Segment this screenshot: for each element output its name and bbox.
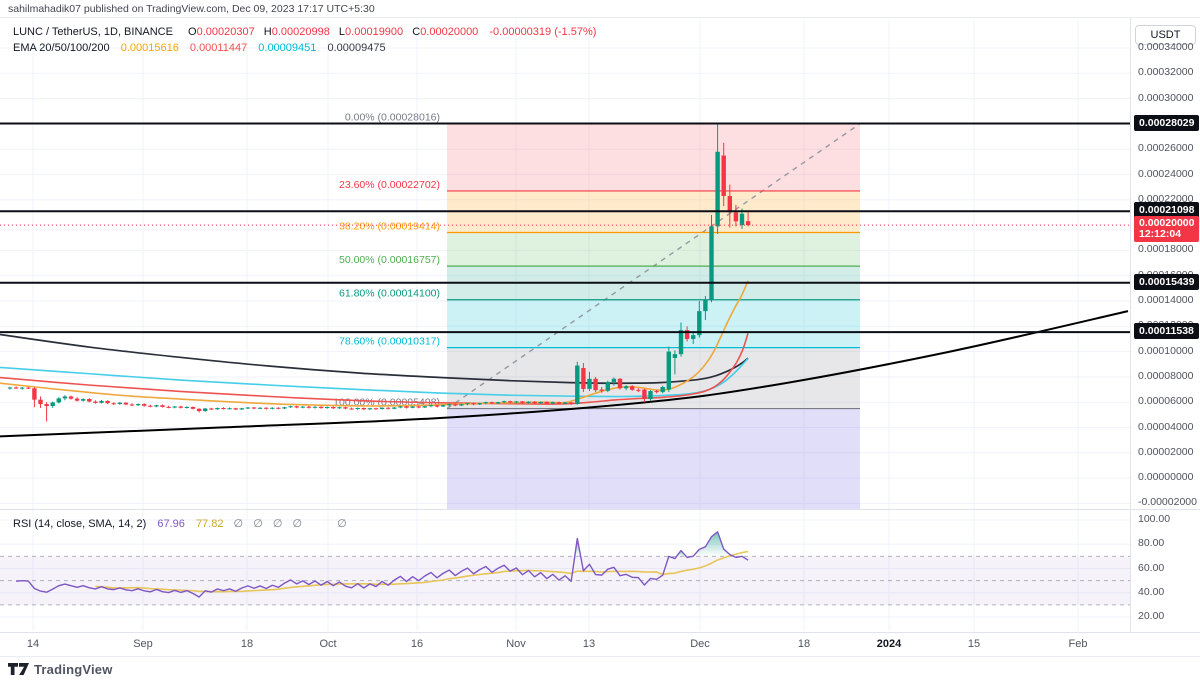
price-tick-label: 0.00004000	[1138, 420, 1194, 433]
time-tick-label: 18	[240, 638, 254, 650]
high-label: H	[263, 26, 272, 38]
svg-text:61.80% (0.00014100): 61.80% (0.00014100)	[339, 288, 440, 300]
price-tick-label: 0.00008000	[1138, 369, 1194, 382]
svg-text:78.60% (0.00010317): 78.60% (0.00010317)	[339, 336, 440, 348]
ema-legend-row[interactable]: EMA 20/50/100/200 0.00015616 0.00011447 …	[13, 42, 386, 54]
low-value: 0.00019900	[345, 26, 404, 38]
price-tick-label: -0.00002000	[1138, 496, 1197, 509]
rsi-indicator-title[interactable]: RSI (14, close, SMA, 14, 2)	[13, 518, 147, 530]
open-label: O	[188, 26, 197, 38]
time-tick-label: 16	[410, 638, 424, 650]
rsi-legend-row[interactable]: RSI (14, close, SMA, 14, 2) 67.96 77.82 …	[13, 517, 347, 530]
empty-value-icon: ∅	[253, 518, 263, 530]
footer-bar: TradingView	[0, 656, 1200, 681]
price-tick-label: 0.00034000	[1138, 41, 1194, 53]
rsi-tick-label: 60.00	[1138, 561, 1165, 574]
price-level-label: 0.00011538	[1134, 323, 1199, 340]
ema200-value: 0.00009475	[327, 42, 386, 54]
price-tick-label: 0.00030000	[1138, 91, 1194, 104]
price-level-label: 0.00015439	[1134, 273, 1200, 290]
rsi-tick-label: 20.00	[1138, 610, 1165, 622]
rsi-tick-label: 40.00	[1138, 585, 1165, 598]
rsi-sma-value: 77.82	[195, 518, 224, 530]
publish-attribution-text: sahilmahadik07 published on TradingView.…	[8, 3, 375, 15]
chart-canvas[interactable]: 0.00% (0.00028016) 23.60% (0.00022702) 38.…	[0, 18, 1130, 632]
svg-text:50.00% (0.00016757): 50.00% (0.00016757)	[339, 254, 440, 266]
time-tick-label: Nov	[506, 638, 526, 650]
price-level-label: 0.00028029	[1134, 114, 1200, 131]
price-tick-label: 0.00000000	[1138, 471, 1194, 484]
price-axis[interactable]: USDT 0.00034000 0.00032000 0.00030000 0.000…	[1130, 18, 1200, 632]
symbol-legend-row[interactable]: LUNC / TetherUS, 1D, BINANCE O0.00020307…	[13, 26, 596, 38]
price-tick-label: 0.00014000	[1138, 294, 1194, 306]
ema-indicator-title[interactable]: EMA 20/50/100/200	[13, 42, 110, 54]
rsi-tick-label: 80.00	[1138, 537, 1165, 550]
tradingview-logo-icon	[8, 663, 29, 675]
time-tick-label: Dec	[690, 638, 710, 650]
svg-text:0.00% (0.00028016): 0.00% (0.00028016)	[345, 112, 440, 124]
time-tick-label: 13	[582, 638, 596, 650]
high-value: 0.00020998	[271, 26, 330, 38]
price-tick-label: 0.00024000	[1138, 167, 1194, 180]
time-tick-label: 15	[967, 638, 981, 650]
time-tick-label: 14	[26, 638, 40, 650]
change-value: -0.00000319 (-1.57%)	[489, 26, 597, 38]
price-tick-label: 0.00010000	[1138, 344, 1194, 357]
price-level-label: 0.00021098	[1134, 202, 1200, 219]
rsi-value: 67.96	[157, 518, 185, 530]
ema100-value: 0.00009451	[258, 42, 317, 54]
publish-attribution-bar: sahilmahadik07 published on TradingView.…	[0, 0, 1200, 18]
ema20-value: 0.00015616	[120, 42, 179, 54]
price-tick-label: 0.00006000	[1138, 395, 1194, 408]
time-tick-label: Oct	[319, 638, 337, 650]
time-axis-separator	[0, 632, 1200, 633]
empty-value-icon: ∅	[272, 518, 283, 530]
close-label: C	[412, 26, 421, 38]
price-tick-label: 0.00022000	[1138, 192, 1194, 205]
symbol-title[interactable]: LUNC / TetherUS, 1D, BINANCE	[13, 26, 173, 38]
empty-value-icon: ∅	[292, 518, 303, 530]
price-tick-label: 0.00018000	[1138, 243, 1194, 256]
close-value: 0.00020000	[420, 26, 479, 38]
rsi-tick-label: 100.00	[1138, 513, 1171, 525]
pane-separator[interactable]	[0, 509, 1200, 510]
price-tick-label: 0.00032000	[1138, 66, 1194, 79]
price-tick-label: 0.00002000	[1138, 445, 1194, 458]
time-tick-label: 2024	[876, 638, 902, 650]
open-value: 0.00020307	[196, 26, 255, 38]
empty-value-icon: ∅	[337, 518, 347, 530]
price-tick-label: 0.00026000	[1138, 142, 1194, 155]
empty-value-icon: ∅	[233, 518, 244, 530]
low-label: L	[338, 26, 346, 38]
price-unit-button[interactable]: USDT	[1135, 25, 1196, 45]
time-tick-label: Sep	[133, 638, 153, 650]
tradingview-logo-text: TradingView	[34, 662, 113, 677]
time-tick-label: 18	[797, 638, 811, 650]
tradingview-logo[interactable]: TradingView	[8, 662, 113, 677]
time-tick-label: Feb	[1068, 638, 1088, 650]
last-price-label: 0.00020000 12:12:04	[1134, 216, 1200, 243]
time-axis[interactable]: 14 Sep 18 Oct 16 Nov 13 Dec 18 2024 15 Feb	[0, 632, 1200, 656]
svg-text:23.60% (0.00022702): 23.60% (0.00022702)	[339, 179, 440, 191]
ema50-value: 0.00011447	[189, 42, 248, 54]
svg-text:38.20% (0.00019414): 38.20% (0.00019414)	[339, 221, 440, 233]
